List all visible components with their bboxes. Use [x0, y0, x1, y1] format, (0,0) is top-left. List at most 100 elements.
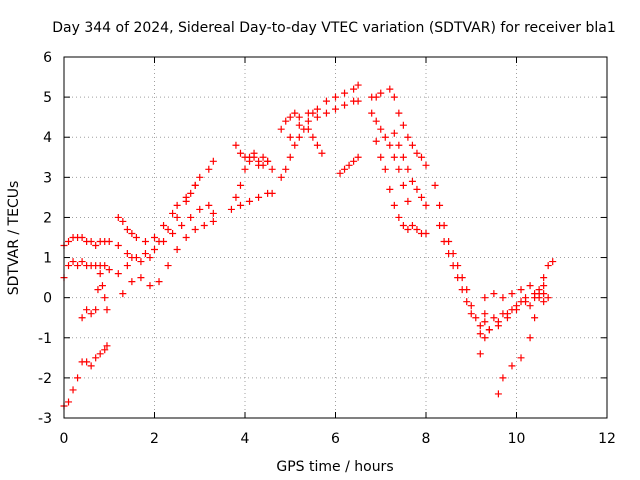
- data-point: [440, 238, 448, 246]
- data-point: [205, 165, 213, 173]
- data-point: [476, 350, 484, 358]
- data-point: [78, 234, 86, 241]
- data-point: [101, 294, 109, 302]
- data-point: [481, 310, 489, 318]
- data-point: [164, 225, 172, 233]
- data-point: [164, 262, 172, 270]
- data-point: [422, 161, 430, 169]
- data-point: [350, 157, 358, 165]
- data-point: [304, 117, 312, 125]
- data-point: [92, 306, 100, 314]
- data-point: [246, 157, 254, 165]
- data-point: [390, 201, 398, 209]
- data-point: [169, 209, 177, 217]
- data-point: [114, 242, 122, 250]
- data-point: [544, 262, 552, 270]
- data-point: [128, 278, 136, 286]
- data-point: [255, 193, 263, 201]
- data-point: [445, 250, 453, 258]
- data-point: [209, 157, 217, 165]
- data-point: [404, 133, 412, 141]
- data-point: [354, 97, 362, 105]
- data-point: [467, 302, 475, 310]
- data-point: [87, 362, 95, 370]
- data-point: [282, 117, 290, 125]
- data-point: [395, 213, 403, 221]
- data-point: [141, 250, 149, 258]
- data-point: [196, 205, 204, 213]
- data-point: [141, 238, 149, 246]
- data-point: [526, 282, 534, 290]
- data-point: [531, 314, 539, 322]
- data-point: [205, 201, 213, 209]
- data-point: [499, 374, 507, 382]
- y-tick-label: 5: [43, 90, 52, 106]
- data-point: [399, 121, 407, 129]
- data-point: [544, 294, 552, 302]
- data-point: [372, 93, 380, 101]
- data-point: [386, 185, 394, 193]
- data-point: [209, 217, 217, 225]
- data-point: [390, 153, 398, 161]
- data-point: [386, 141, 394, 149]
- data-point: [341, 165, 349, 173]
- data-point: [69, 386, 77, 394]
- data-point: [74, 374, 82, 382]
- data-point: [377, 153, 385, 161]
- data-point: [155, 278, 163, 286]
- data-point: [522, 294, 530, 302]
- x-tick-label: 4: [241, 431, 250, 447]
- data-point: [69, 258, 77, 266]
- data-point: [236, 201, 244, 209]
- data-point: [196, 173, 204, 181]
- data-point: [395, 165, 403, 173]
- data-point: [103, 342, 111, 350]
- data-point: [74, 262, 82, 270]
- y-tick-label: -3: [38, 411, 52, 427]
- data-point: [236, 181, 244, 189]
- data-point: [146, 282, 154, 290]
- data-point: [114, 213, 122, 221]
- data-point: [413, 185, 421, 193]
- data-point: [313, 141, 321, 149]
- data-point: [295, 113, 303, 121]
- data-point: [114, 270, 122, 278]
- data-point: [105, 238, 113, 246]
- data-point: [173, 213, 181, 221]
- data-point: [259, 161, 267, 169]
- data-point: [413, 225, 421, 233]
- data-point: [101, 262, 109, 270]
- data-point: [191, 225, 199, 233]
- chart-title: Day 344 of 2024, Sidereal Day-to-day VTE…: [52, 20, 615, 36]
- data-point: [119, 290, 127, 298]
- data-point: [286, 133, 294, 141]
- data-point: [92, 354, 100, 362]
- x-tick-label: 6: [331, 431, 340, 447]
- data-point: [485, 326, 493, 334]
- y-tick-label: 4: [43, 130, 52, 146]
- data-point: [232, 141, 240, 149]
- data-point: [399, 153, 407, 161]
- data-point: [295, 121, 303, 129]
- y-tick-label: -2: [38, 371, 52, 387]
- data-point: [381, 133, 389, 141]
- data-point: [291, 109, 299, 117]
- x-tick-label: 2: [150, 431, 159, 447]
- data-point: [386, 85, 394, 93]
- data-point: [476, 322, 484, 330]
- data-point: [132, 254, 140, 262]
- data-point: [65, 398, 73, 406]
- data-point: [98, 282, 106, 290]
- data-point: [332, 105, 339, 113]
- data-point: [408, 221, 416, 229]
- data-point: [540, 274, 548, 282]
- x-axis-label: GPS time / hours: [276, 459, 393, 475]
- data-point: [390, 129, 398, 137]
- data-point: [65, 238, 73, 246]
- data-point: [526, 302, 534, 310]
- data-point: [341, 101, 349, 109]
- data-point: [494, 390, 502, 398]
- data-point: [499, 294, 507, 302]
- data-point: [549, 258, 557, 266]
- data-point: [123, 250, 131, 258]
